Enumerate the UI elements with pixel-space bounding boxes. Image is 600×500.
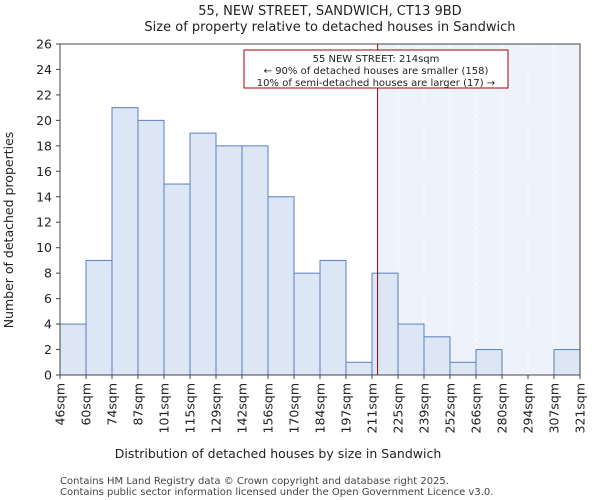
histogram-bar (241, 145, 269, 376)
annotation-line-3: 10% of semi-detached houses are larger (… (257, 78, 495, 89)
x-tick-label: 266sqm (469, 383, 484, 433)
annotation-frame (243, 49, 509, 89)
x-tick-label: 321sqm (573, 383, 588, 433)
x-tick-label: 197sqm (339, 383, 354, 433)
y-tick-label: 2 (44, 342, 52, 357)
histogram-bar (189, 132, 217, 376)
histogram-bar (267, 196, 295, 376)
x-tick-label: 87sqm (131, 383, 146, 426)
x-tick-label: 307sqm (547, 383, 562, 433)
histogram-bar (163, 183, 191, 376)
footer-line-2: Contains public sector information licen… (60, 487, 493, 498)
x-tick-label: 252sqm (443, 383, 458, 433)
chart-title: 55, NEW STREET, SANDWICH, CT13 9BD (198, 4, 461, 19)
y-tick-label: 16 (36, 164, 52, 179)
y-tick-label: 6 (44, 291, 52, 306)
histogram-bar (475, 349, 503, 376)
y-tick-label: 12 (36, 215, 52, 230)
x-tick-label: 170sqm (287, 383, 302, 433)
y-tick-label: 20 (36, 113, 52, 128)
chart-subtitle: Size of property relative to detached ho… (144, 20, 515, 35)
histogram-bar (449, 361, 477, 376)
annotation-line-2: ← 90% of detached houses are smaller (15… (264, 66, 489, 77)
y-tick-label: 24 (36, 62, 52, 77)
histogram-bar (553, 349, 581, 376)
histogram-bar (319, 259, 347, 376)
histogram-bar (137, 119, 165, 376)
y-tick-label: 0 (44, 368, 52, 383)
histogram-bar (59, 323, 87, 376)
y-tick-label: 26 (36, 37, 52, 52)
y-axis-label: Number of detached properties (1, 132, 16, 329)
histogram-bar (111, 107, 139, 376)
x-tick-label: 156sqm (261, 383, 276, 433)
histogram-bar (423, 336, 451, 376)
y-tick-label: 22 (36, 87, 52, 102)
larger-region-shade (377, 44, 580, 375)
x-tick-label: 60sqm (79, 383, 94, 426)
x-tick-label: 280sqm (495, 383, 510, 433)
histogram-bar (85, 259, 113, 376)
x-tick-label: 74sqm (105, 383, 120, 426)
x-tick-label: 142sqm (235, 383, 250, 433)
y-tick-label: 8 (44, 266, 52, 281)
x-tick-label: 239sqm (417, 383, 432, 433)
histogram-bar (397, 323, 425, 376)
x-tick-label: 294sqm (521, 383, 536, 433)
histogram-bar (215, 145, 243, 376)
annotation-box: 55 NEW STREET: 214sqm ← 90% of detached … (243, 49, 509, 89)
y-tick-label: 14 (36, 189, 52, 204)
histogram-bar (293, 272, 321, 376)
y-tick-label: 4 (44, 317, 52, 332)
histogram-bar (371, 272, 399, 376)
footer-line-1: Contains HM Land Registry data © Crown c… (60, 476, 449, 487)
x-tick-label: 46sqm (53, 383, 68, 426)
x-axis-label: Distribution of detached houses by size … (115, 446, 442, 461)
x-tick-label: 184sqm (313, 383, 328, 433)
y-tick-label: 18 (36, 138, 52, 153)
x-tick-label: 225sqm (391, 383, 406, 433)
x-tick-label: 129sqm (209, 383, 224, 433)
x-tick-label: 211sqm (365, 383, 380, 433)
x-tick-label: 115sqm (183, 383, 198, 433)
y-tick-label: 10 (36, 240, 52, 255)
annotation-line-1: 55 NEW STREET: 214sqm (313, 54, 440, 65)
x-tick-label: 101sqm (157, 383, 172, 433)
histogram-bar (345, 361, 373, 376)
